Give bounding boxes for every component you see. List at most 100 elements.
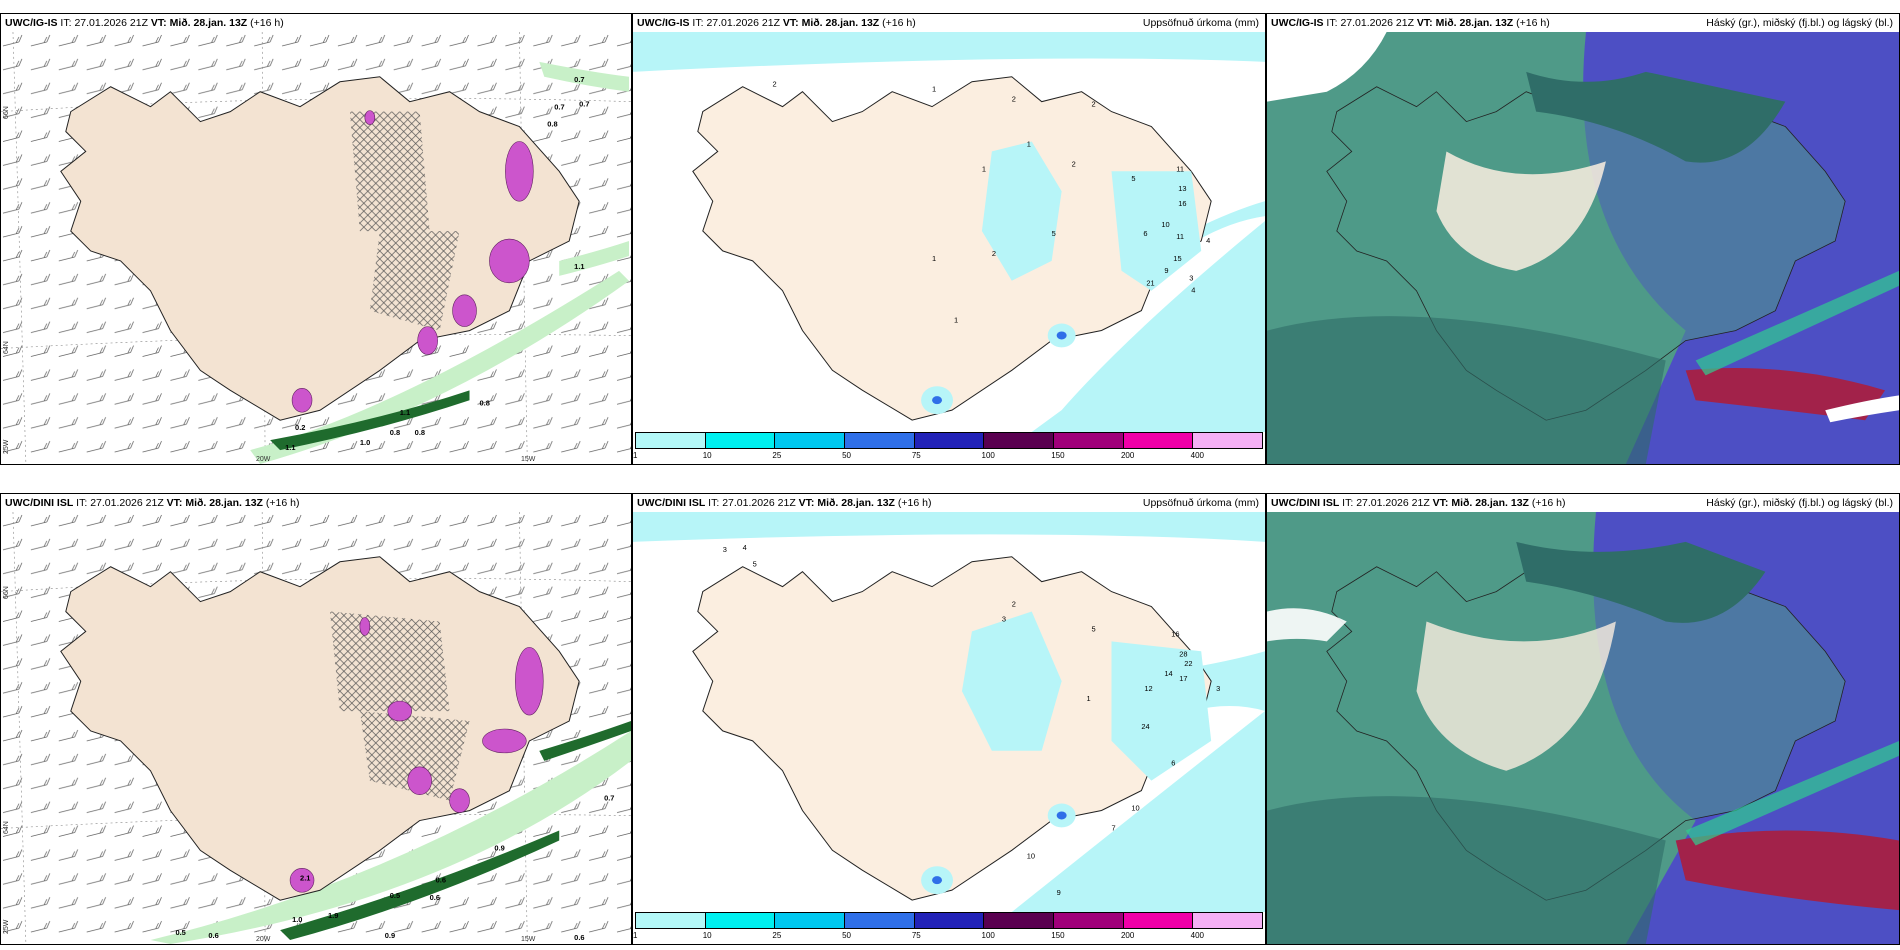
svg-text:12: 12 bbox=[1144, 684, 1152, 693]
panel-header: UWC/IG-IS IT: 27.01.2026 21Z VT: Mið. 28… bbox=[1267, 14, 1899, 32]
svg-text:4: 4 bbox=[1206, 236, 1210, 245]
model-label: UWC/IG-IS bbox=[1271, 17, 1324, 29]
svg-text:0.8: 0.8 bbox=[415, 428, 425, 437]
svg-text:0.7: 0.7 bbox=[579, 100, 589, 109]
svg-text:14: 14 bbox=[1164, 669, 1172, 678]
legend-tick: 1 bbox=[633, 931, 638, 940]
lead-time: (+16 h) bbox=[882, 17, 916, 29]
legend-tick: 50 bbox=[842, 931, 852, 940]
svg-text:1: 1 bbox=[982, 164, 986, 173]
legend-swatch bbox=[705, 433, 776, 448]
map-area: 2 1 2 2 1 1 2 5 11 15 21 13 9 4 3 6 10 1… bbox=[633, 32, 1265, 432]
it-label: IT: bbox=[1342, 497, 1354, 509]
lat-64-label: 64N bbox=[3, 821, 10, 834]
vt-value: Mið. 28.jan. 13Z bbox=[817, 497, 895, 509]
svg-text:5: 5 bbox=[1092, 624, 1096, 633]
it-label: IT: bbox=[76, 497, 88, 509]
svg-text:1: 1 bbox=[1027, 139, 1031, 148]
panel-title: Uppsöfnuð úrkoma (mm) bbox=[1142, 17, 1259, 29]
value-labels: 0.7 0.5 0.6 0.6 2.1 1.9 0.9 0.5 0.6 0.9 … bbox=[175, 794, 614, 942]
lat-66-label: 66N bbox=[3, 106, 10, 119]
svg-text:2: 2 bbox=[992, 249, 996, 258]
svg-text:13: 13 bbox=[1178, 184, 1186, 193]
svg-text:3: 3 bbox=[1189, 274, 1193, 283]
legend-tick: 150 bbox=[1051, 931, 1065, 940]
svg-text:1: 1 bbox=[932, 85, 936, 94]
svg-text:16: 16 bbox=[1171, 629, 1179, 638]
vt-value: Mið. 28.jan. 13Z bbox=[801, 17, 880, 29]
svg-text:0.7: 0.7 bbox=[604, 794, 614, 803]
wind-map: 0.7 0.7 0.8 0.2 1.1 1.1 0.8 0.8 0.8 1.0 … bbox=[1, 32, 631, 464]
svg-text:7: 7 bbox=[1111, 823, 1115, 832]
legend-swatch bbox=[914, 433, 985, 448]
model-label: UWC/DINI ISL bbox=[637, 497, 706, 509]
lon-15-label: 15W bbox=[521, 456, 536, 463]
svg-text:0.7: 0.7 bbox=[574, 75, 584, 84]
svg-text:0.8: 0.8 bbox=[479, 398, 489, 407]
legend-ticks: 1 10 25 50 75 100 150 200 400 bbox=[633, 451, 1263, 462]
svg-text:0.6: 0.6 bbox=[430, 893, 440, 902]
panel-dini-wind: UWC/DINI ISL IT: 27.01.2026 21Z VT: Mið.… bbox=[0, 493, 632, 945]
precip-legend: 1 10 25 50 75 100 150 200 400 bbox=[633, 432, 1263, 462]
precip-values: 3 4 5 2 3 5 16 22 14 28 17 24 12 6 10 7 … bbox=[723, 543, 1221, 897]
cloud-map bbox=[1267, 32, 1899, 464]
vt-label: VT: bbox=[150, 17, 167, 29]
vt-label: VT: bbox=[782, 17, 799, 29]
map-area: 0.7 0.7 0.8 0.2 1.1 1.1 0.8 0.8 0.8 1.0 … bbox=[1, 32, 631, 464]
svg-text:2.1: 2.1 bbox=[300, 873, 310, 882]
svg-text:0.6: 0.6 bbox=[208, 931, 218, 940]
legend-swatch bbox=[1193, 433, 1263, 448]
it-value: 27.01.2026 21Z bbox=[90, 497, 164, 509]
svg-text:11: 11 bbox=[1176, 232, 1184, 241]
lon-20-label: 20W bbox=[256, 456, 271, 463]
svg-text:5: 5 bbox=[1052, 229, 1056, 238]
svg-text:17: 17 bbox=[1179, 674, 1187, 683]
it-value: 27.01.2026 21Z bbox=[706, 17, 780, 29]
vt-value: Mið. 28.jan. 13Z bbox=[185, 497, 263, 509]
svg-text:0.8: 0.8 bbox=[390, 428, 400, 437]
vt-value: Mið. 28.jan. 13Z bbox=[1451, 497, 1529, 509]
legend-swatch bbox=[845, 913, 915, 928]
svg-text:1: 1 bbox=[932, 254, 936, 263]
svg-text:0.9: 0.9 bbox=[494, 843, 504, 852]
panel-header: UWC/DINI ISL IT: 27.01.2026 21Z VT: Mið.… bbox=[633, 494, 1265, 512]
svg-text:22: 22 bbox=[1184, 659, 1192, 668]
mixed-precip-hatch bbox=[329, 611, 470, 801]
lead-time: (+16 h) bbox=[1516, 17, 1550, 29]
it-label: IT: bbox=[692, 17, 704, 29]
green-bands bbox=[250, 61, 630, 464]
svg-text:1: 1 bbox=[1087, 694, 1091, 703]
legend-colorbar bbox=[635, 432, 1263, 449]
svg-text:2: 2 bbox=[1012, 95, 1016, 104]
legend-swatch bbox=[636, 433, 706, 448]
map-area: 0.7 0.5 0.6 0.6 2.1 1.9 0.9 0.5 0.6 0.9 … bbox=[1, 512, 631, 944]
svg-text:3: 3 bbox=[1002, 614, 1006, 623]
vt-label: VT: bbox=[1416, 17, 1433, 29]
it-value: 27.01.2026 21Z bbox=[74, 17, 148, 29]
svg-text:6: 6 bbox=[1143, 229, 1147, 238]
svg-text:3: 3 bbox=[1216, 684, 1220, 693]
precip-heavy-spots bbox=[932, 811, 1067, 885]
legend-tick: 150 bbox=[1051, 451, 1065, 460]
svg-text:0.2: 0.2 bbox=[295, 423, 305, 432]
svg-text:9: 9 bbox=[1057, 888, 1061, 897]
svg-text:2: 2 bbox=[773, 80, 777, 89]
svg-text:15: 15 bbox=[1173, 254, 1181, 263]
precip-heavy-spots bbox=[932, 331, 1067, 405]
lon-25-label: 25W bbox=[3, 439, 10, 454]
lon-25-label: 25W bbox=[3, 919, 10, 934]
legend-tick: 10 bbox=[702, 931, 712, 940]
svg-text:4: 4 bbox=[743, 543, 747, 552]
vt-value: Mið. 28.jan. 13Z bbox=[169, 17, 248, 29]
model-label: UWC/IG-IS bbox=[5, 17, 58, 29]
svg-text:0.6: 0.6 bbox=[436, 875, 446, 884]
legend-swatch bbox=[984, 433, 1055, 448]
panel-header: UWC/IG-IS IT: 27.01.2026 21Z VT: Mið. 28… bbox=[1, 14, 631, 32]
model-label: UWC/DINI ISL bbox=[1271, 497, 1340, 509]
lat-64-label: 64N bbox=[3, 341, 10, 354]
svg-text:24: 24 bbox=[1141, 722, 1149, 731]
precip-map: 2 1 2 2 1 1 2 5 11 15 21 13 9 4 3 6 10 1… bbox=[633, 32, 1265, 432]
legend-tick: 400 bbox=[1190, 931, 1205, 940]
panel-title: Uppsöfnuð úrkoma (mm) bbox=[1142, 497, 1259, 509]
svg-text:0.7: 0.7 bbox=[554, 103, 564, 112]
